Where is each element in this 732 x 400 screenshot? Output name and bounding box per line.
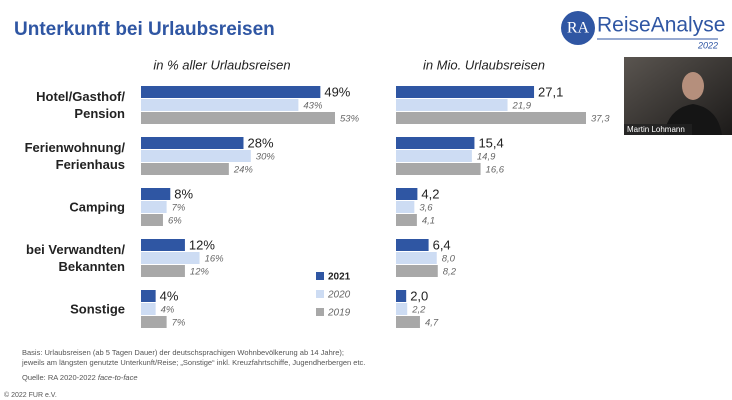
slide-title: Unterkunft bei Urlaubsreisen [14,19,275,40]
bar [141,150,251,162]
value-label: 53% [340,114,360,125]
value-label: 6,4 [433,237,451,252]
bar [141,290,156,302]
value-label: 37,3 [591,114,610,125]
value-label: 28% [247,135,273,150]
logo-circle [561,11,595,45]
chart-subtitle: in % aller Urlaubsreisen [153,57,290,72]
bar [396,112,586,124]
bar [141,86,321,98]
chart-subtitle: in Mio. Urlaubsreisen [423,57,545,72]
category-label: bei Verwandten/ Bekannten [26,242,125,274]
bar [141,163,229,175]
legend-label: 2019 [327,308,351,319]
value-label: 43% [303,101,323,112]
source-text: Quelle: RA 2020-2022 [22,373,96,382]
legend-swatch [316,272,324,280]
bar [141,137,244,149]
value-label: 24% [233,165,254,176]
value-label: 7% [172,318,186,329]
value-label: 7% [172,203,186,214]
name-tag [624,124,692,135]
value-label: 12% [189,237,215,252]
bar [396,214,417,226]
footnote: jeweils am längsten genutzte Unterkunft/… [21,358,365,367]
bar [396,99,508,111]
bar [141,201,167,213]
value-label: 4% [161,305,175,316]
logo: RA ReiseAnalyse 2022 [561,11,725,50]
value-label: 8,0 [442,254,456,265]
logo-name: ReiseAnalyse [597,14,725,37]
bar [141,239,185,251]
bar [141,252,200,264]
footnote: Basis: Urlaubsreisen (ab 5 Tagen Dauer) … [22,348,344,357]
value-label: 4,1 [422,216,435,227]
source: Quelle: RA 2020-2022 face-to-face [22,373,138,382]
value-label: 4,7 [425,318,439,329]
category-label: Sonstige [70,301,125,317]
value-label: 2,0 [410,288,428,303]
value-label: 14,9 [477,152,496,163]
bar [141,316,167,328]
bar [396,201,415,213]
value-label: 49% [324,84,350,99]
bar [396,163,481,175]
value-label: 2,2 [411,305,426,316]
value-label: 3,6 [419,203,433,214]
value-label: 16,6 [486,165,505,176]
category-label: Ferienwohnung/ Ferienhaus [24,140,125,172]
bar [396,150,472,162]
value-label: 30% [256,152,276,163]
value-label: 4% [160,288,179,303]
bar [141,99,299,111]
value-label: 15,4 [478,135,503,150]
bar [141,188,171,200]
logo-year: 2022 [697,40,718,50]
legend-label: 2021 [328,272,351,283]
value-label: 27,1 [538,84,563,99]
value-label: 6% [168,216,182,227]
value-label: 12% [190,267,210,278]
bar [396,290,407,302]
bar [396,188,418,200]
speaker-name: Martin Lohmann [627,125,685,134]
bar [141,303,156,315]
bar [396,137,475,149]
bar [396,265,438,277]
bar [396,86,535,98]
value-label: 16% [205,254,225,265]
bar [141,214,163,226]
logo-mark: RA [567,20,590,37]
bar [396,303,408,315]
source-method: face-to-face [98,373,138,382]
speaker-head [682,72,704,100]
bar [141,112,335,124]
bar [396,316,420,328]
legend-label: 2020 [327,290,351,301]
value-label: 4,2 [421,186,439,201]
value-label: 8,2 [443,267,457,278]
bar [396,252,437,264]
category-label: Camping [69,199,125,215]
video: Martin Lohmann [624,57,732,135]
bar [141,265,185,277]
bar [396,239,429,251]
category-label: Hotel/Gasthof/ Pension [36,89,125,121]
value-label: 8% [174,186,193,201]
legend-swatch [316,290,324,298]
value-label: 21,9 [512,101,532,112]
legend-swatch [316,308,324,316]
copyright: © 2022 FUR e.V. [4,391,57,399]
